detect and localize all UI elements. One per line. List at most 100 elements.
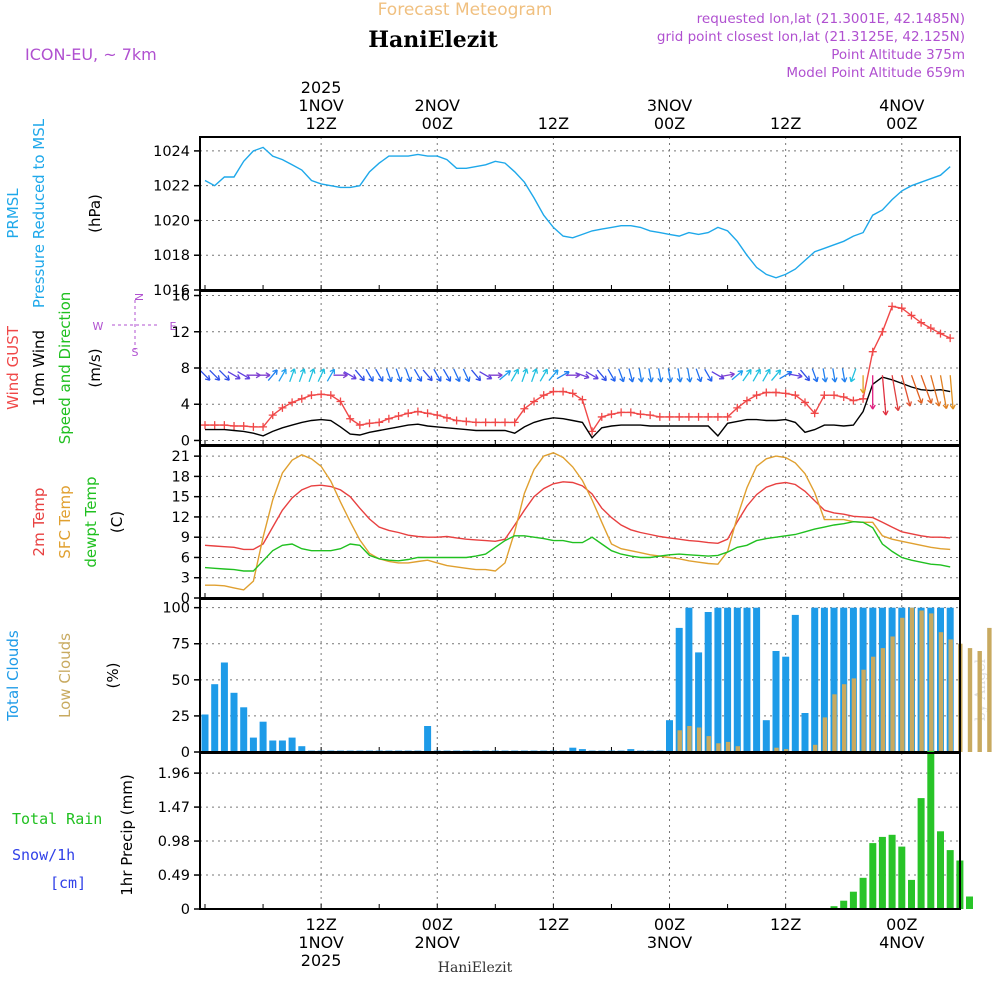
bottom-time-label: 4NOV <box>879 933 924 952</box>
panel-unit: (%) <box>104 663 122 689</box>
wind-arrow <box>720 371 735 378</box>
bar-total-clouds <box>666 720 673 752</box>
gust-marker <box>268 411 277 420</box>
bar-total-clouds <box>269 740 277 752</box>
y-tick-label: 0 <box>181 902 190 918</box>
top-time-label: 3NOV <box>647 96 692 115</box>
bar-total-clouds <box>743 607 751 752</box>
bar-total-rain <box>917 798 925 909</box>
y-tick-label: 1024 <box>153 144 190 160</box>
bar-total-clouds <box>675 627 683 752</box>
gust-marker <box>423 409 432 418</box>
wind-arrow <box>821 368 829 383</box>
bottom-time-label: 00Z <box>422 915 453 934</box>
wind-arrow <box>326 368 336 382</box>
bar-total-clouds <box>820 607 828 752</box>
wind-arrow <box>308 368 316 383</box>
gust-marker <box>646 411 655 420</box>
wind-arrow <box>530 368 539 383</box>
gust-marker <box>442 413 451 422</box>
gust-marker <box>665 412 674 421</box>
gust-marker <box>510 418 519 427</box>
bottom-time-label: 2025 <box>301 951 342 970</box>
wind-arrow <box>442 368 452 382</box>
gust-marker <box>926 324 935 333</box>
y-tick-label: 0.49 <box>158 868 190 884</box>
panel-1: 1016 1018 1020 1022 1024 PRMSL Pressure Reduce… <box>4 118 961 308</box>
gust-marker <box>868 347 877 356</box>
gust-marker <box>878 327 887 336</box>
precip-legend: Total Rain Snow/1h [cm] <box>12 810 102 892</box>
wind-arrow <box>199 369 211 381</box>
bar-low-clouds <box>987 627 992 752</box>
wind-arrow <box>471 369 482 382</box>
y-tick-label: 12 <box>172 325 190 341</box>
wind-arrow <box>539 368 548 382</box>
bar-total-clouds <box>201 714 209 752</box>
gust-marker <box>278 403 287 412</box>
wind-arrow <box>510 368 519 382</box>
gust-marker <box>597 412 606 421</box>
gust-marker <box>588 427 597 436</box>
panel-frame <box>199 752 961 910</box>
wind-arrow <box>375 368 384 382</box>
top-time-label: 4NOV <box>879 96 924 115</box>
wind-arrow <box>278 368 287 382</box>
top-time-label: 2025 <box>301 78 342 97</box>
gust-marker <box>355 421 364 430</box>
bar-total-rain <box>898 846 906 909</box>
panel-label: PRMSL <box>4 188 22 239</box>
bar-low-clouds <box>696 727 702 752</box>
legend-total-rain: Total Rain <box>12 810 102 828</box>
bar-low-clouds <box>977 651 982 752</box>
gust-marker <box>346 414 355 423</box>
gust-marker <box>888 302 897 311</box>
bar-total-rain <box>849 891 857 909</box>
gust-marker <box>762 388 771 397</box>
gust-marker <box>675 412 684 421</box>
gust-marker <box>810 409 819 418</box>
gust-marker <box>452 416 461 425</box>
legend-snow: Snow/1h <box>12 846 75 864</box>
gust-marker <box>210 421 219 430</box>
gust-marker <box>307 391 316 400</box>
gust-marker <box>413 407 422 416</box>
bar-total-clouds <box>240 707 248 752</box>
bar-total-clouds <box>627 749 635 752</box>
bar-low-clouds <box>725 741 731 752</box>
gust-marker <box>820 391 829 400</box>
wind-arrow <box>647 368 654 383</box>
gust-marker <box>220 421 229 430</box>
bar-low-clouds <box>677 730 682 752</box>
bar-low-clouds <box>774 747 779 752</box>
wind-arrow <box>618 368 626 383</box>
wind-arrow <box>910 374 924 404</box>
gust-marker <box>259 422 268 431</box>
meteogram-subtitle: Forecast Meteogram <box>378 0 553 20</box>
bar-low-clouds <box>948 639 953 752</box>
point-altitude: Point Altitude 375m <box>831 47 965 63</box>
y-tick-label: 21 <box>172 449 190 465</box>
gust-marker <box>297 394 306 403</box>
bar-total-clouds <box>578 749 586 752</box>
gust-marker <box>375 418 384 427</box>
wind-arrow <box>354 369 365 382</box>
gust-marker <box>897 304 906 313</box>
bar-low-clouds <box>822 717 828 752</box>
series-line-prmsl <box>204 146 951 279</box>
gust-marker <box>230 421 239 430</box>
bar-total-clouds <box>288 737 296 752</box>
gust-marker <box>723 412 732 421</box>
gust-marker <box>365 419 374 428</box>
wind-arrow <box>657 368 664 383</box>
bar-total-rain <box>937 831 944 909</box>
wind-arrow <box>385 368 393 383</box>
gust-marker <box>636 410 645 419</box>
gust-marker <box>578 395 587 404</box>
wind-arrow <box>762 368 771 382</box>
bar-total-clouds <box>733 607 741 752</box>
panel-4: 0 25 50 75 100 Total Clouds Low Clouds (%) <box>4 598 992 761</box>
compass-east: E <box>170 320 177 333</box>
bar-total-clouds <box>424 726 432 752</box>
